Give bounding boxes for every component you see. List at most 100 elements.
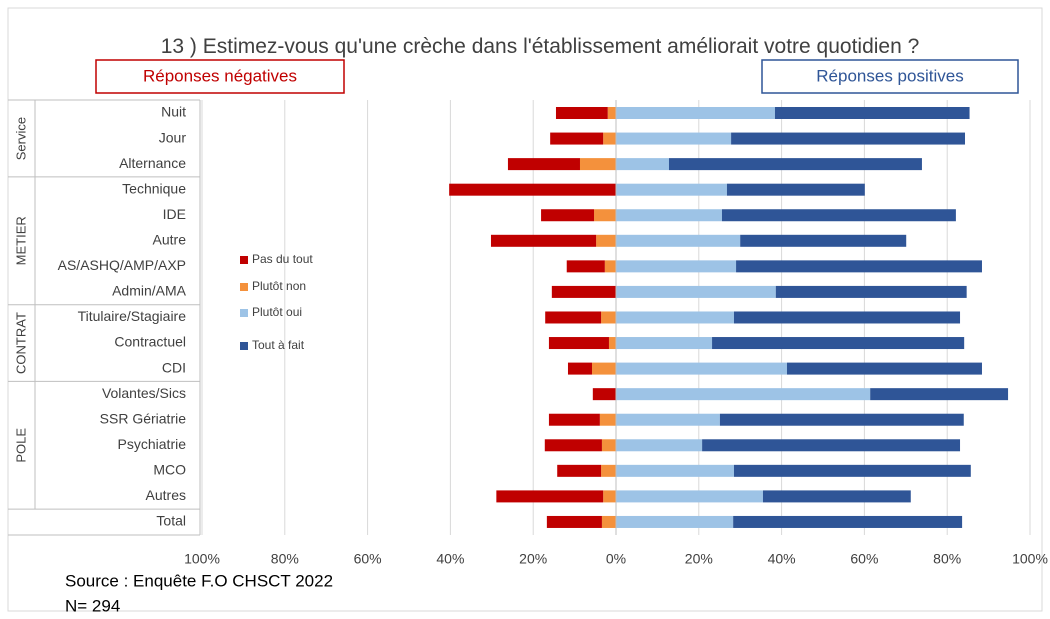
category-label: Alternance	[119, 155, 186, 171]
bar-segment	[616, 209, 722, 222]
bar-segment	[596, 234, 616, 247]
x-tick-label: 80%	[271, 551, 299, 567]
bar-segment	[616, 337, 713, 350]
group-label: CONTRAT	[13, 312, 28, 374]
bar-segment	[449, 183, 616, 196]
x-tick-label: 100%	[1012, 551, 1048, 567]
bar-segment	[601, 439, 616, 452]
bar-segment	[733, 311, 961, 324]
bar-segment	[601, 311, 616, 324]
bar-segment	[616, 362, 787, 375]
legend-swatch	[240, 342, 248, 350]
category-label: Volantes/Sics	[102, 385, 186, 401]
category-label: Psychiatrie	[118, 436, 187, 452]
source-note: Source : Enquête F.O CHSCT 2022	[65, 571, 333, 590]
bar-segment	[616, 515, 734, 528]
bar-segment	[870, 388, 1009, 401]
x-tick-label: 80%	[933, 551, 961, 567]
bar-segment	[616, 464, 734, 477]
sample-note: N= 294	[65, 596, 120, 615]
category-label: Autres	[146, 487, 186, 503]
bar-segment	[726, 183, 865, 196]
bar-segment	[604, 260, 616, 273]
bar-segment	[591, 362, 616, 375]
bar-segment	[616, 158, 669, 171]
legend-swatch	[240, 309, 248, 317]
bar-segment	[592, 388, 616, 401]
bar-segment	[601, 464, 616, 477]
category-label: Contractuel	[114, 334, 186, 350]
bar-segment	[762, 490, 911, 503]
category-label: CDI	[162, 359, 186, 375]
x-tick-label: 40%	[768, 551, 796, 567]
x-tick-label: 20%	[519, 551, 547, 567]
legend-swatch	[240, 256, 248, 264]
bar-segment	[548, 413, 600, 426]
category-label: Nuit	[161, 104, 186, 120]
bar-segment	[616, 388, 871, 401]
bar-segment	[736, 260, 982, 273]
x-tick-label: 40%	[436, 551, 464, 567]
bar-segment	[733, 515, 963, 528]
bar-segment	[616, 132, 732, 145]
bar-segment	[603, 490, 616, 503]
bar-segment	[616, 285, 776, 298]
bar-segment	[616, 234, 741, 247]
bar-segment	[719, 413, 964, 426]
bar-segment	[786, 362, 982, 375]
bar-segment	[740, 234, 907, 247]
category-label: IDE	[163, 206, 186, 222]
bar-segment	[594, 209, 616, 222]
bar-segment	[721, 209, 956, 222]
bar-segment	[702, 439, 961, 452]
bar-segment	[603, 132, 616, 145]
chart-title: 13 ) Estimez-vous qu'une crèche dans l'é…	[160, 35, 920, 58]
frame	[7, 7, 1043, 612]
group-label: Service	[13, 117, 28, 160]
bar-segment	[567, 362, 592, 375]
bar-segment	[616, 439, 703, 452]
x-tick-label: 60%	[850, 551, 878, 567]
bar-segment	[566, 260, 605, 273]
legend-label: Plutôt non	[252, 279, 306, 293]
category-label: Titulaire/Stagiaire	[78, 308, 187, 324]
bar-segment	[712, 337, 965, 350]
category-label: Technique	[122, 180, 186, 196]
bar-segment	[548, 337, 609, 350]
group-label: POLE	[13, 428, 28, 463]
bar-segment	[616, 260, 737, 273]
x-tick-label: 100%	[184, 551, 220, 567]
bar-segment	[607, 107, 616, 119]
legend-label: Tout à fait	[252, 338, 305, 352]
bar-segment	[601, 515, 616, 528]
bar-segment	[544, 439, 602, 452]
bar-segment	[507, 158, 580, 171]
category-label: MCO	[153, 462, 186, 478]
bar-segment	[616, 183, 727, 196]
category-label: AS/ASHQ/AMP/AXP	[58, 257, 186, 273]
category-label: Admin/AMA	[112, 283, 187, 299]
bar-segment	[731, 132, 966, 145]
x-tick-label: 60%	[354, 551, 382, 567]
positive-box	[761, 59, 1019, 94]
bar-segment	[555, 107, 608, 119]
bar-segment	[550, 132, 604, 145]
category-label: Total	[156, 513, 186, 529]
bar-segment	[579, 158, 616, 171]
bar-segment	[545, 311, 602, 324]
category-label: Jour	[159, 129, 187, 145]
legend-label: Pas du tout	[252, 252, 313, 266]
bar-segment	[668, 158, 922, 171]
bar-segment	[616, 490, 763, 503]
negative-label: Réponses négatives	[143, 66, 297, 85]
bar-segment	[733, 464, 971, 477]
bar-segment	[546, 515, 602, 528]
bar-segment	[775, 285, 967, 298]
bar-segment	[608, 337, 616, 350]
bar-segment	[557, 464, 602, 477]
bar-segment	[541, 209, 595, 222]
bar-segment	[616, 311, 734, 324]
positive-label: Réponses positives	[816, 66, 963, 85]
category-label: Autre	[153, 232, 187, 248]
